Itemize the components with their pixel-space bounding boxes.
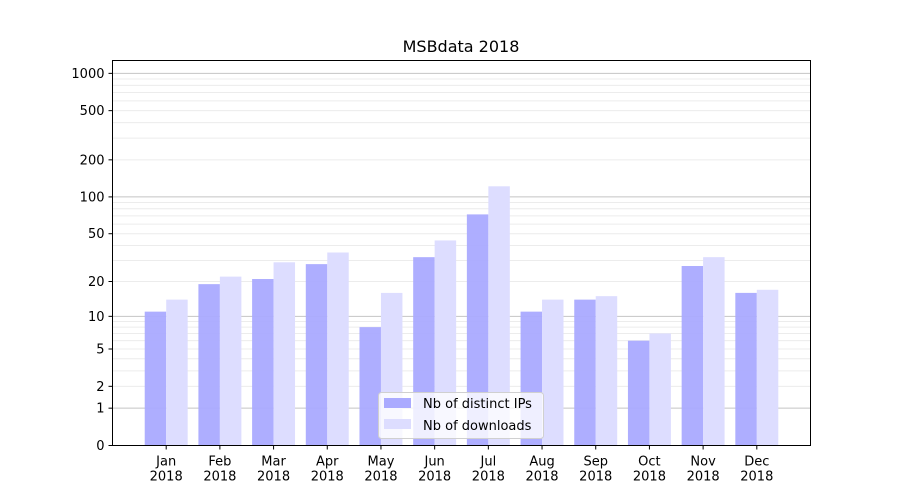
bar-downloads [703,257,725,446]
y-tick-label: 10 [88,310,105,325]
bar-downloads [219,276,242,446]
bar-ips [305,264,328,446]
x-tick-label: Feb 2018 [203,455,236,485]
chart-title: MSBdata 2018 [403,37,520,56]
x-tick-label: Jan 2018 [150,455,183,485]
y-tick-label: 20 [88,275,105,290]
y-tick-label: 50 [88,227,105,242]
legend: Nb of distinct IPs Nb of downloads [378,392,544,439]
bar-ips [144,311,167,446]
bar-downloads [756,289,779,446]
x-tick-label: Nov 2018 [687,455,720,485]
x-tick-label: Sep 2018 [579,455,612,485]
y-tick-label: 500 [80,104,105,119]
y-tick-label: 200 [80,153,105,168]
bar-ips [359,327,381,446]
x-tick-label: Oct 2018 [633,455,666,485]
x-tick-label: Jul 2018 [472,455,505,485]
x-axis: Jan 2018 Feb 2018 Mar 2018 Apr 2018 May 2018 Jun 20… [150,445,773,485]
bar-downloads [327,252,349,446]
x-tick-label: Aug 2018 [525,455,558,485]
y-tick-label: 100 [80,190,105,205]
bar-downloads [542,299,564,446]
legend-label-downloads: Nb of downloads [423,419,532,434]
bar-ips [681,266,704,446]
y-axis: 0 1 2 5 10 20 50 100 200 500 1000 [71,67,113,454]
bar-downloads [166,299,188,446]
x-tick-label: Mar 2018 [257,455,290,485]
y-tick-label: 1000 [71,67,104,82]
bar-ips [252,279,274,446]
bar-downloads [649,333,671,446]
y-tick-label: 1 [96,402,104,417]
bar-downloads [273,262,296,446]
bar-ips [198,284,220,446]
legend-box [378,392,544,439]
bar-downloads [595,296,618,446]
bar-downloads [488,186,510,446]
y-tick-label: 2 [96,380,104,395]
x-tick-label: May 2018 [364,455,397,485]
bar-ips [574,299,596,446]
y-tick-label: 5 [96,342,104,357]
bar-ips [466,214,489,446]
bar-ips [735,292,757,446]
x-tick-label: Jun 2018 [418,455,451,485]
legend-swatch-downloads [384,419,411,429]
x-tick-label: Dec 2018 [740,455,773,485]
legend-label-ips: Nb of distinct IPs [423,397,532,412]
bar-ips [627,340,650,446]
axes-frame [112,60,811,446]
legend-swatch-ips [384,398,411,408]
y-tick-label: 0 [96,439,104,454]
x-tick-label: Apr 2018 [311,455,344,485]
